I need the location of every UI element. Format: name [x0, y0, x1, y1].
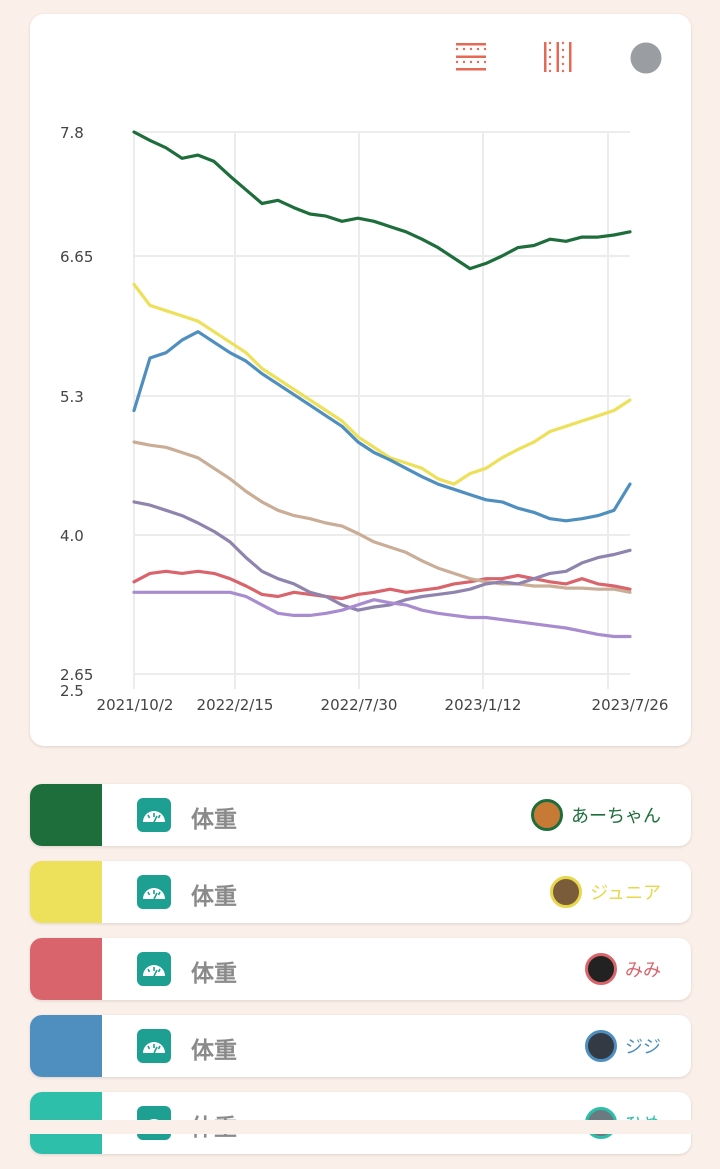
grid-horizontal-icon[interactable]	[454, 40, 488, 74]
y-tick-label: 2.65	[60, 666, 93, 684]
metric-label: 体重	[191, 1038, 237, 1064]
metric-label: 体重	[191, 807, 237, 833]
metric-label: 体重	[191, 884, 237, 910]
avatar	[585, 1030, 617, 1062]
color-swatch	[30, 784, 102, 846]
pet-name: みみ	[625, 960, 661, 981]
scale-icon	[137, 875, 171, 909]
x-tick-label: 2021/10/2	[97, 696, 174, 714]
x-tick-label: 2023/1/12	[445, 696, 522, 714]
y-tick-label: 5.3	[60, 388, 84, 406]
x-tick-label: 2022/7/30	[321, 696, 398, 714]
x-tick-label: 2023/7/26	[592, 696, 669, 714]
y-tick-label: 7.8	[60, 124, 84, 142]
metric-label: 体重	[191, 961, 237, 987]
pet-info: ジジ	[585, 1027, 661, 1065]
pet-info: みみ	[585, 950, 661, 988]
series-line-4	[132, 440, 632, 594]
legend-row[interactable]: 体重 ジジ	[30, 1015, 691, 1077]
chart-card: 2021/10/2 2022/2/15 2022/7/30 2023/1/12 2023…	[30, 14, 691, 746]
series-line-0	[132, 130, 632, 271]
avatar	[531, 799, 563, 831]
y-tick-label: 2.5	[60, 682, 84, 700]
pet-info: あーちゃん	[531, 796, 661, 834]
scale-icon	[137, 952, 171, 986]
color-swatch	[30, 861, 102, 923]
avatar	[550, 876, 583, 908]
bottom-edge	[0, 1120, 720, 1134]
pet-name: ジジ	[625, 1037, 661, 1058]
line-chart: 2021/10/2 2022/2/15 2022/7/30 2023/1/12 2023…	[60, 124, 669, 714]
legend-row[interactable]: 体重 ジュニア	[30, 861, 691, 923]
legend-row[interactable]: 体重 みみ	[30, 938, 691, 1000]
scale-icon	[137, 798, 171, 832]
legend-list: 体重あーちゃん体重ジュニア体重みみ体重ジジ体重ひめ	[30, 784, 691, 1169]
series-line-5	[132, 500, 632, 612]
series-line-2	[132, 569, 632, 601]
y-tick-label: 4.0	[60, 527, 84, 545]
x-tick-label: 2022/2/15	[197, 696, 274, 714]
pet-name: あーちゃん	[571, 806, 661, 827]
pet-name: ジュニア	[590, 883, 661, 904]
series-line-1	[132, 282, 632, 486]
color-swatch	[30, 1015, 102, 1077]
scale-icon	[137, 1029, 171, 1063]
y-tick-label: 6.65	[60, 248, 93, 266]
legend-row[interactable]: 体重 あーちゃん	[30, 784, 691, 846]
series-line-3	[132, 330, 632, 523]
series-line-6	[132, 590, 632, 639]
avatar	[585, 953, 617, 985]
pet-info: ジュニア	[550, 873, 661, 911]
color-swatch	[30, 938, 102, 1000]
circle-menu-icon[interactable]	[629, 41, 663, 75]
grid-vertical-icon[interactable]	[541, 40, 575, 74]
